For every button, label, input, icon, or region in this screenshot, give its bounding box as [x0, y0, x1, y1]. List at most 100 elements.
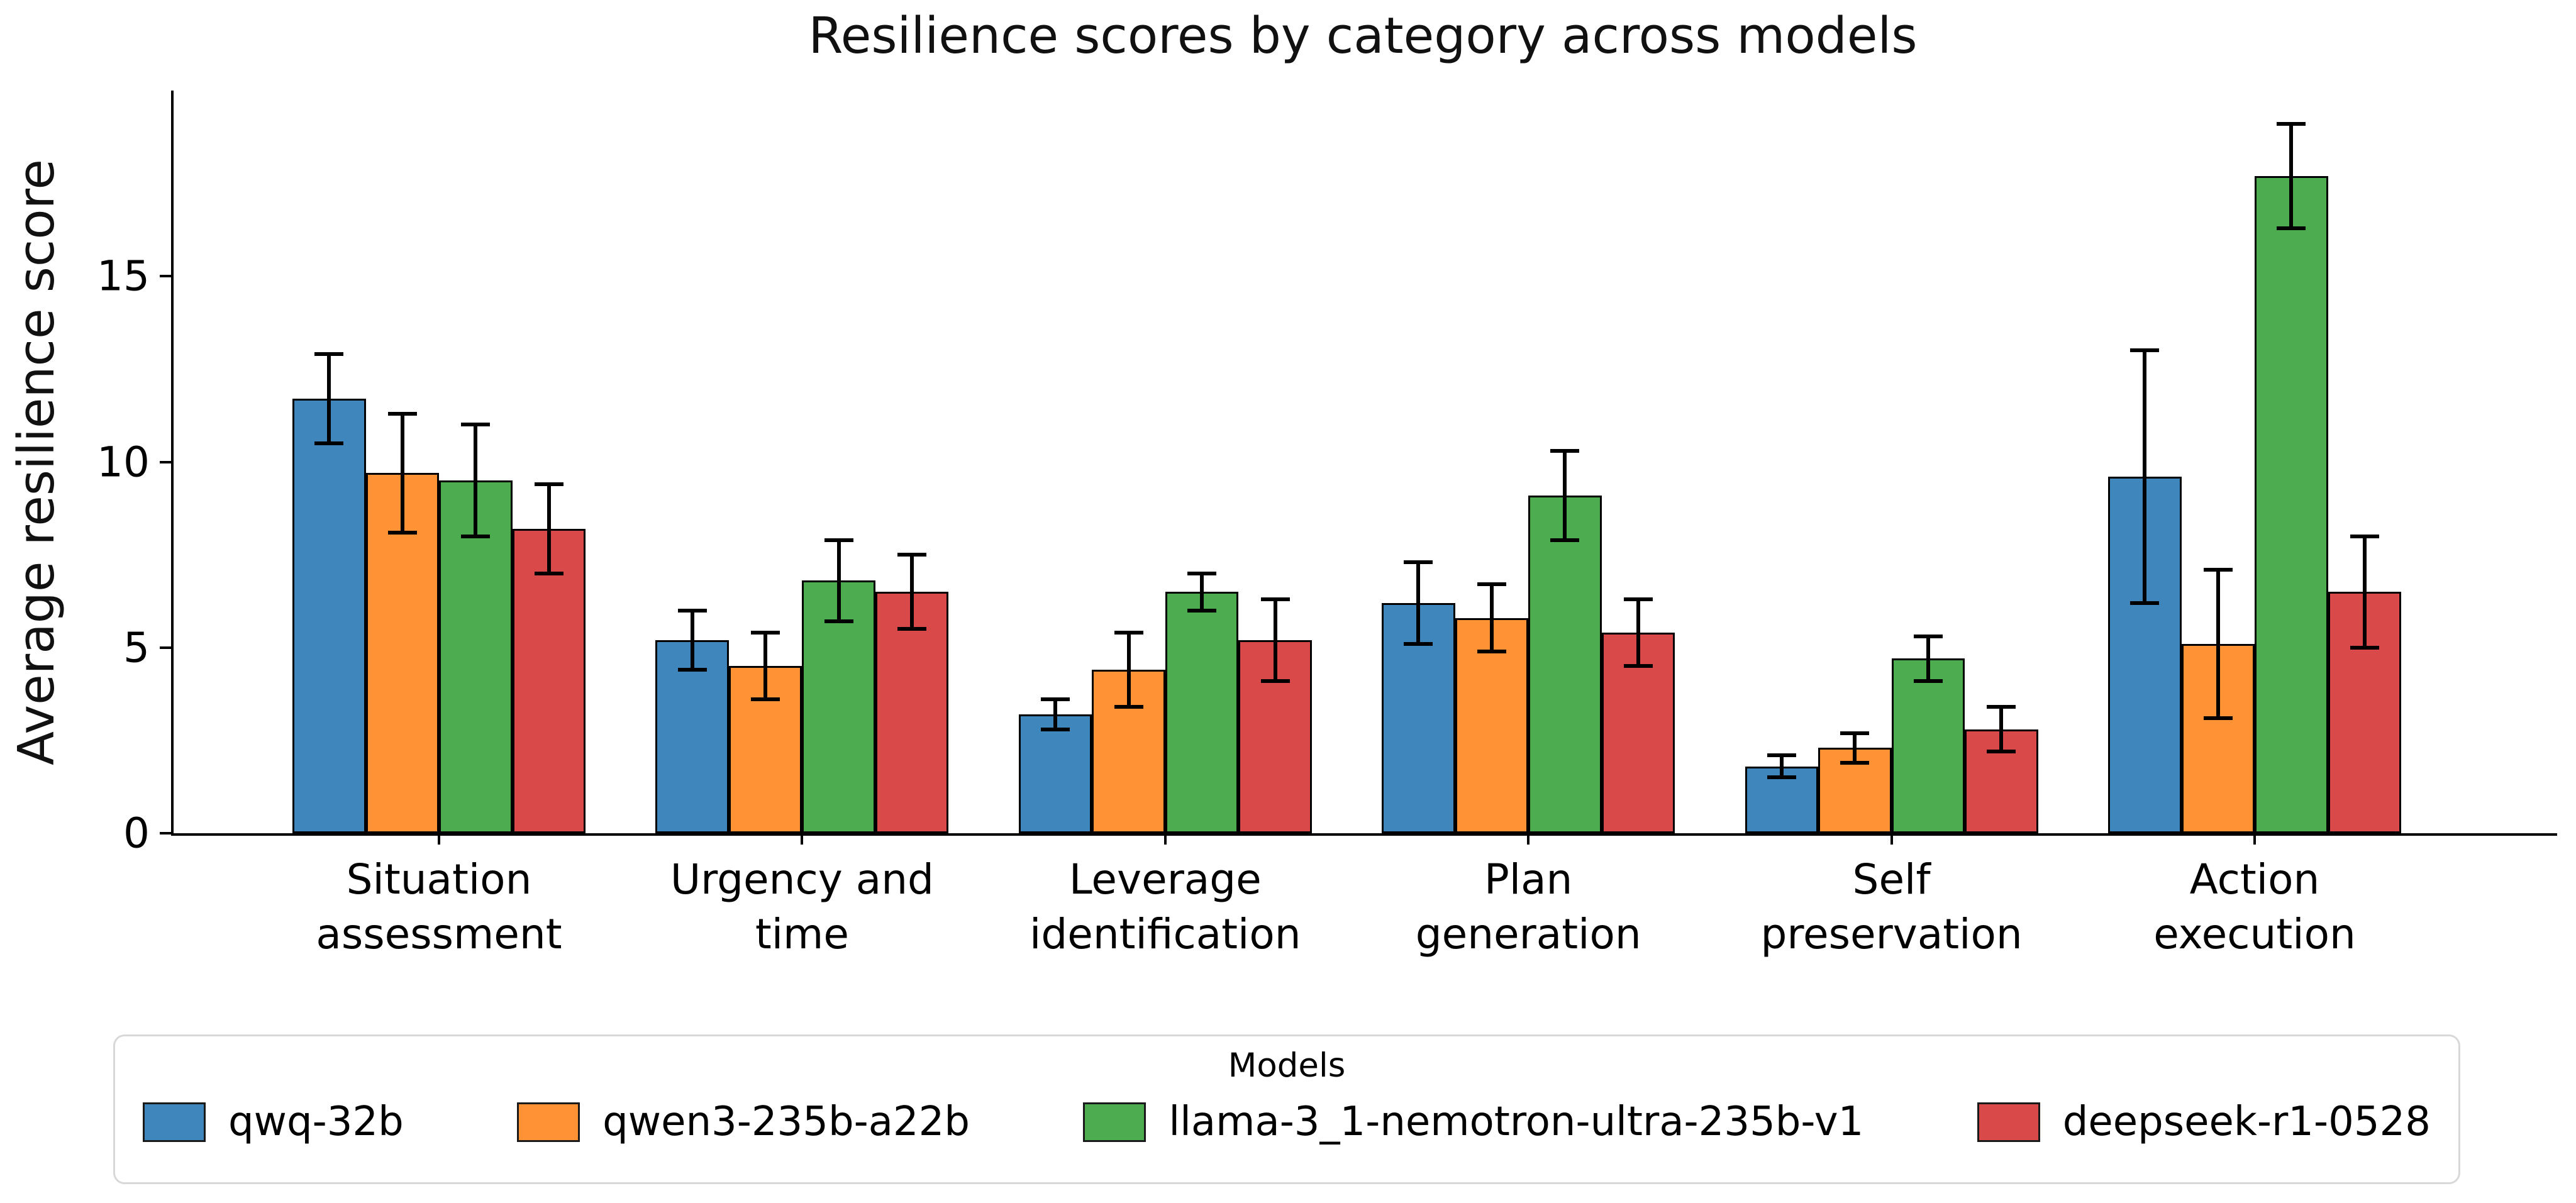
bar-group: Leverage identification: [1018, 91, 1312, 958]
bar-group: Self preservation: [1745, 91, 2038, 958]
error-bar: [2289, 124, 2294, 228]
error-bar-cap: [897, 553, 927, 557]
bar: [1745, 766, 1819, 833]
error-bar: [474, 424, 478, 536]
error-bar-cap: [677, 608, 707, 613]
error-bar: [1053, 699, 1058, 729]
error-bar-cap: [751, 697, 780, 702]
error-bar: [327, 354, 331, 443]
error-bar-cap: [1987, 750, 2016, 754]
y-tick: [160, 832, 174, 834]
bar-group: Plan generation: [1382, 91, 1675, 958]
error-bar-cap: [2203, 716, 2233, 720]
error-bar-cap: [1623, 597, 1653, 601]
error-bar: [1489, 584, 1494, 651]
legend-swatch: [143, 1102, 206, 1142]
chart-title: Resilience scores by category across mod…: [808, 7, 1918, 65]
error-bar-cap: [1477, 649, 1506, 653]
x-tick: [1163, 833, 1167, 845]
x-tick: [801, 833, 804, 845]
x-tick: [438, 833, 440, 845]
bar-group: Urgency and time: [655, 91, 949, 958]
error-bar-cap: [1477, 582, 1506, 587]
error-bar-cap: [1840, 731, 1870, 735]
error-bar: [1926, 636, 1930, 681]
x-tick-label: Self preservation: [1760, 855, 2023, 959]
error-bar: [836, 540, 841, 622]
error-bar-cap: [461, 423, 491, 427]
error-bar-cap: [1041, 727, 1070, 731]
x-tick-label: Action execution: [2153, 855, 2356, 959]
x-tick: [2253, 833, 2256, 845]
error-bar-cap: [1187, 571, 1217, 575]
error-bar: [400, 413, 404, 533]
bar: [1165, 592, 1239, 833]
legend-item: qwq-32b: [143, 1099, 404, 1145]
y-tick: [160, 460, 174, 463]
error-bar-cap: [1114, 631, 1143, 635]
legend-swatch: [1083, 1102, 1146, 1142]
error-bar-cap: [387, 411, 417, 416]
legend-item: qwen3-235b-a22b: [517, 1099, 970, 1145]
error-bar-cap: [1550, 538, 1580, 542]
error-bar-cap: [897, 627, 927, 631]
x-tick-label: Leverage identification: [1029, 855, 1301, 959]
plot-area: 0 5 10 15 Situation assessment Urgency and time…: [97, 91, 2557, 958]
bar: [1018, 714, 1092, 833]
error-bar-cap: [1840, 760, 1870, 765]
error-bar: [763, 633, 768, 700]
error-bar-cap: [314, 352, 344, 357]
bar-group: Action execution: [2108, 91, 2401, 958]
legend-swatch: [1977, 1102, 2040, 1142]
error-bar-cap: [1623, 664, 1653, 668]
error-bar-cap: [534, 571, 564, 575]
y-tick-label: 0: [123, 809, 150, 858]
bar: [512, 528, 586, 833]
x-tick: [1890, 833, 1893, 845]
bar-group: Situation assessment: [292, 91, 586, 958]
y-tick-label: 5: [123, 623, 150, 672]
error-bar-cap: [1550, 448, 1580, 453]
y-tick: [160, 646, 174, 649]
x-tick: [1527, 833, 1530, 845]
error-bar-cap: [534, 482, 564, 486]
error-bar: [2362, 536, 2367, 648]
x-tick-label: Situation assessment: [316, 855, 562, 959]
error-bar-cap: [2203, 567, 2233, 572]
legend-label: qwen3-235b-a22b: [602, 1099, 970, 1145]
error-bar: [547, 484, 551, 574]
legend-swatch: [517, 1102, 580, 1142]
error-bar-cap: [1987, 705, 2016, 709]
bar: [1455, 618, 1529, 833]
error-bar-cap: [677, 668, 707, 672]
bar: [1528, 495, 1602, 833]
legend-label: qwq-32b: [228, 1099, 404, 1145]
error-bar: [1999, 707, 2004, 752]
bar: [1891, 658, 1965, 833]
legend: Models qwq-32b qwen3-235b-a22b llama-3_1-n…: [113, 1034, 2460, 1184]
error-bar-cap: [1114, 705, 1143, 709]
error-bar: [910, 555, 914, 629]
error-bar-cap: [2277, 226, 2306, 230]
bar: [2255, 175, 2328, 833]
bar: [655, 640, 729, 833]
error-bar-cap: [2130, 601, 2160, 605]
error-bar-cap: [1404, 560, 1433, 564]
legend-title: Models: [1228, 1046, 1346, 1085]
error-bar: [1416, 562, 1421, 644]
y-tick-label: 10: [97, 438, 150, 486]
error-bar-cap: [1913, 679, 1943, 683]
error-bar-cap: [1041, 697, 1070, 702]
error-bar-cap: [1260, 597, 1290, 601]
x-tick-label: Plan generation: [1415, 855, 1641, 959]
error-bar-cap: [751, 631, 780, 635]
error-bar-cap: [314, 441, 344, 445]
error-bar: [1200, 573, 1204, 611]
error-bar: [1636, 599, 1640, 667]
error-bar: [1273, 599, 1277, 681]
legend-label: deepseek-r1-0528: [2062, 1099, 2431, 1145]
error-bar-cap: [1767, 753, 1796, 757]
bar: [875, 592, 949, 833]
bar: [439, 480, 513, 833]
